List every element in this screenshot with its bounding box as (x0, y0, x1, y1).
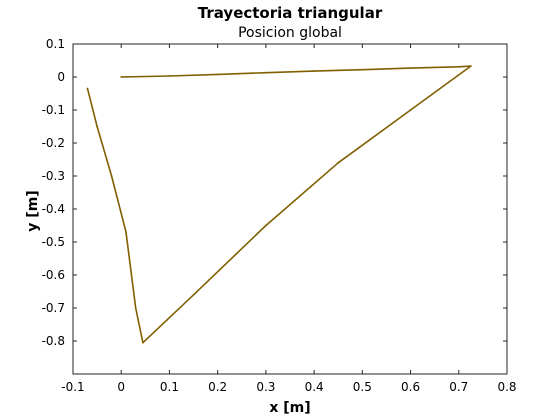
series-group (86, 65, 472, 344)
data-point (134, 307, 137, 309)
x-tick-label: 0.3 (256, 380, 275, 394)
x-tick-label: 0.1 (160, 380, 179, 394)
data-point (120, 76, 123, 78)
data-point (168, 75, 171, 77)
data-point (192, 293, 195, 296)
data-point (409, 109, 412, 111)
data-point (264, 224, 267, 227)
y-tick-label: -0.2 (42, 136, 65, 150)
y-tick-label: -0.4 (42, 202, 65, 216)
data-point (337, 161, 340, 164)
data-point (361, 68, 364, 71)
x-tick-label: 0 (117, 380, 125, 394)
x-tick-label: 0.6 (401, 380, 420, 394)
data-point (313, 70, 316, 72)
data-point (457, 65, 460, 68)
data-point (469, 65, 472, 68)
y-tick-label: -0.1 (42, 103, 65, 117)
y-tick-label: -0.3 (42, 169, 65, 183)
data-point (86, 87, 89, 90)
y-axis-label: y [m] (25, 190, 41, 231)
x-tick-label: -0.1 (61, 380, 84, 394)
chart-subtitle: Posicion global (238, 25, 342, 41)
plot-area (72, 43, 508, 375)
data-point (142, 341, 144, 344)
data-point (216, 73, 219, 76)
y-tick-label: -0.7 (42, 301, 65, 315)
data-point (125, 231, 127, 234)
x-axis-label: x [m] (269, 400, 310, 416)
y-tick-label: 0 (57, 70, 65, 84)
data-point (96, 125, 99, 128)
data-point (409, 67, 412, 69)
x-tick-label: 0.8 (497, 380, 516, 394)
y-tick-label: 0.1 (46, 37, 65, 51)
data-point (264, 71, 267, 74)
x-tick-label: 0.4 (305, 380, 324, 394)
x-tick-label: 0.7 (449, 380, 468, 394)
axis-ticks: -0.1 0 0.1 0.2 0.3 0.4 0.5 0.6 0.7 0.8 0.1 0 -0.1 -0.… (42, 37, 517, 394)
y-tick-label: -0.5 (42, 235, 65, 249)
y-tick-label: -0.6 (42, 268, 65, 282)
chart-title: Trayectoria triangular (198, 4, 383, 22)
x-tick-label: 0.2 (208, 380, 227, 394)
y-tick-label: -0.8 (42, 334, 65, 348)
data-point (110, 175, 113, 177)
x-tick-label: 0.5 (353, 380, 372, 394)
